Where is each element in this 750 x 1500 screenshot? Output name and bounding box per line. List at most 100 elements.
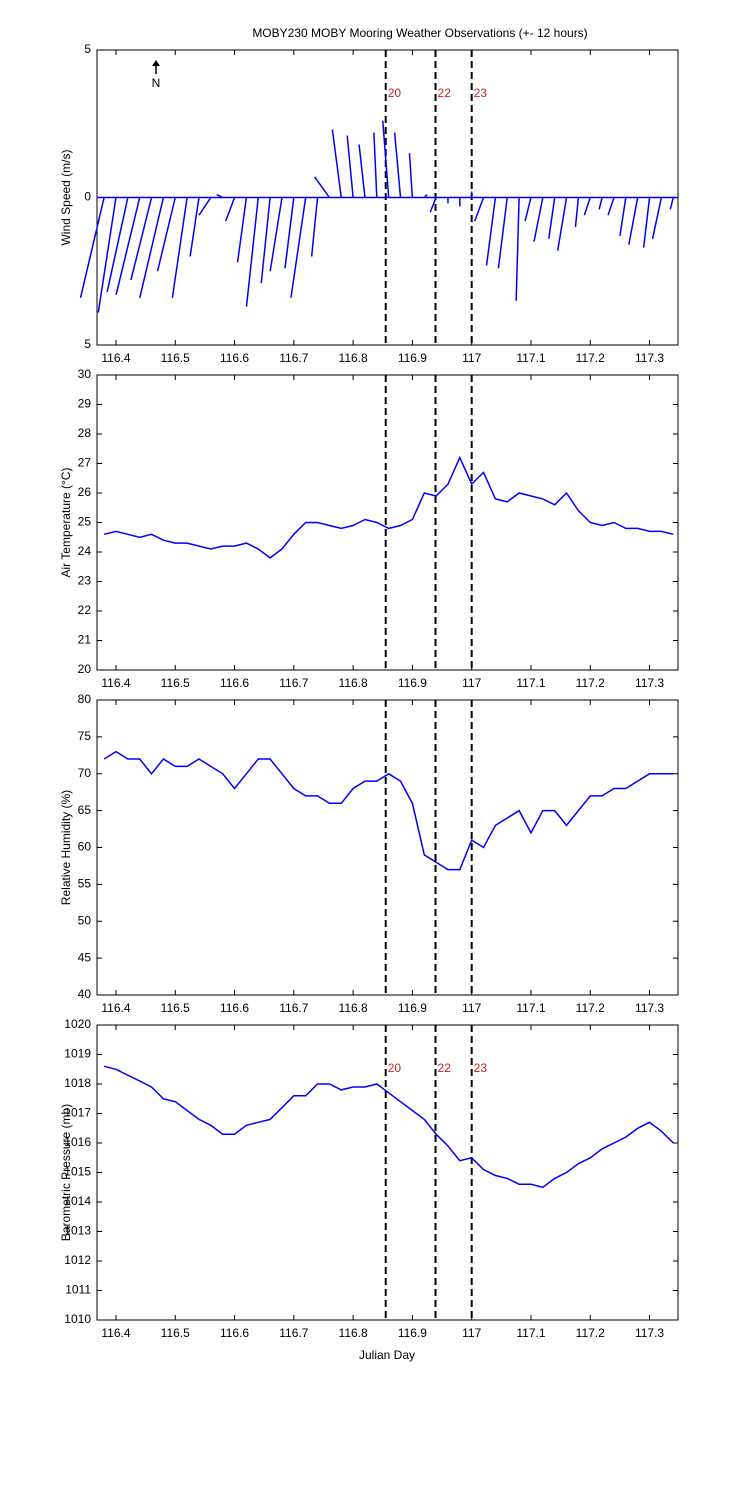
- y-tick-label: 1012: [64, 1253, 91, 1267]
- north-arrow-head: [152, 60, 160, 66]
- y-axis-label: Relative Humidity (%): [59, 790, 73, 905]
- x-axis-label: Julian Day: [359, 1348, 415, 1362]
- wind-stick: [423, 194, 428, 199]
- x-tick-label: 117.1: [516, 1326, 545, 1340]
- wind-stick: [408, 153, 414, 198]
- x-tick-label: 117.3: [635, 351, 664, 365]
- x-tick-label: 117.3: [635, 676, 664, 690]
- x-tick-label: 116.7: [279, 676, 308, 690]
- wind-stick: [224, 197, 236, 222]
- x-tick-label: 117.1: [516, 676, 545, 690]
- event-label: 23: [474, 1061, 488, 1075]
- y-tick-label: 0: [84, 190, 91, 204]
- x-tick-label: 117: [462, 351, 481, 365]
- wind-stick: [669, 197, 674, 210]
- wind-stick: [642, 197, 651, 248]
- y-tick-label: 5: [84, 42, 91, 56]
- y-tick-label: 50: [78, 913, 92, 927]
- y-tick-label: 80: [78, 692, 92, 706]
- wind-stick: [485, 197, 497, 266]
- y-tick-label: 45: [78, 950, 92, 964]
- wind-stick: [216, 193, 224, 199]
- wind-stick: [393, 132, 402, 198]
- x-tick-label: 117: [462, 1326, 481, 1340]
- data-line: [103, 455, 674, 559]
- wind-stick: [331, 129, 343, 198]
- wind-stick: [598, 197, 603, 210]
- x-tick-label: 117.2: [576, 1326, 605, 1340]
- x-tick-label: 116.9: [398, 1326, 427, 1340]
- x-tick-label: 116.7: [279, 1326, 308, 1340]
- wind-stick: [97, 197, 117, 313]
- wind-stick: [583, 197, 591, 216]
- wind-stick: [607, 197, 615, 216]
- wind-stick: [556, 197, 568, 251]
- x-tick-label: 116.8: [339, 1326, 368, 1340]
- x-tick-label: 116.9: [398, 1001, 427, 1015]
- y-tick-label: 1014: [64, 1194, 91, 1208]
- x-tick-label: 116.9: [398, 351, 427, 365]
- y-tick-label: 25: [78, 515, 92, 529]
- y-tick-label: 1011: [65, 1283, 91, 1297]
- y-tick-label: 1010: [64, 1312, 91, 1326]
- x-tick-label: 117.3: [635, 1326, 664, 1340]
- x-tick-label: 117.1: [516, 351, 545, 365]
- wind-stick: [429, 197, 437, 213]
- wind-stick: [290, 197, 307, 298]
- event-label: 22: [438, 86, 452, 100]
- wind-stick: [156, 197, 176, 272]
- y-tick-label: 24: [78, 544, 92, 558]
- x-tick-label: 116.6: [220, 351, 249, 365]
- y-axis-label: Air Temperature (°C): [59, 468, 73, 578]
- wind-stick: [619, 197, 627, 236]
- y-tick-label: 22: [78, 603, 92, 617]
- wind-stick: [106, 197, 129, 293]
- y-tick-label: 60: [78, 840, 92, 854]
- wind-stick: [245, 197, 260, 307]
- x-tick-label: 117.2: [576, 676, 605, 690]
- wind-stick: [236, 197, 248, 263]
- wind-stick: [139, 197, 165, 298]
- wind-stick: [269, 197, 283, 272]
- wind-stick: [314, 176, 331, 198]
- y-tick-label: 28: [78, 426, 92, 440]
- event-label: 20: [388, 1061, 402, 1075]
- wind-stick: [189, 197, 200, 257]
- wind-stick: [548, 197, 556, 239]
- data-line: [103, 1065, 674, 1189]
- x-tick-label: 117.2: [576, 351, 605, 365]
- wind-stick: [260, 197, 271, 284]
- y-tick-label: 1016: [64, 1135, 91, 1149]
- y-tick-label: 55: [78, 877, 92, 891]
- x-tick-label: 116.6: [220, 1001, 249, 1015]
- y-tick-label: 30: [78, 367, 92, 381]
- wind-stick: [628, 197, 639, 245]
- wind-stick: [171, 197, 188, 298]
- x-tick-label: 116.4: [101, 351, 130, 365]
- chart-title: MOBY230 MOBY Mooring Weather Observation…: [252, 26, 587, 40]
- x-tick-label: 116.4: [101, 676, 130, 690]
- x-tick-label: 116.4: [101, 1326, 130, 1340]
- wind-stick: [358, 144, 366, 198]
- wind-stick: [130, 197, 153, 281]
- x-tick-label: 117: [462, 676, 481, 690]
- y-axis-label: Barometric Pressure (mb): [59, 1104, 73, 1241]
- x-tick-label: 116.5: [161, 1001, 190, 1015]
- data-line: [103, 750, 674, 871]
- x-tick-label: 116.7: [279, 351, 308, 365]
- y-tick-label: 1019: [64, 1047, 91, 1061]
- x-tick-label: 116.8: [339, 676, 368, 690]
- x-tick-label: 117: [462, 1001, 481, 1015]
- plot-frame: [96, 699, 679, 996]
- x-tick-label: 116.5: [161, 676, 190, 690]
- wind-stick: [651, 197, 663, 239]
- wind-stick: [346, 135, 354, 198]
- wind-stick: [310, 197, 319, 257]
- wind-stick: [115, 197, 141, 296]
- wind-stick: [497, 197, 509, 269]
- y-axis-label: Wind Speed (m/s): [59, 149, 73, 245]
- x-tick-label: 117.3: [635, 1001, 664, 1015]
- x-tick-label: 116.8: [339, 351, 368, 365]
- wind-stick: [79, 197, 105, 298]
